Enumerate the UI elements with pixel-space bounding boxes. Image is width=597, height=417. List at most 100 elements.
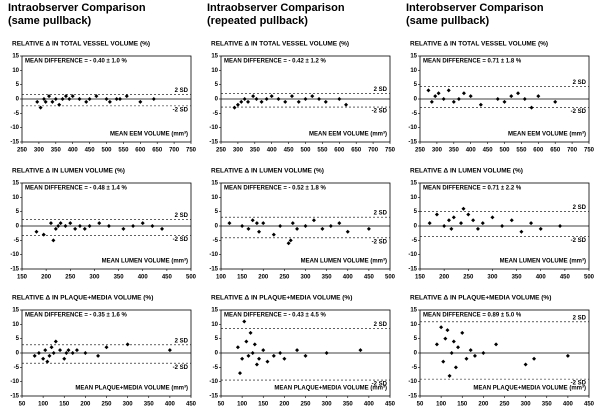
point xyxy=(58,348,63,353)
x-axis-label: MEAN EEM VOLUME (mm³) xyxy=(309,131,387,138)
x-axis-label: MEAN PLAQUE+MEDIA VOLUME (mm³) xyxy=(274,385,387,392)
point xyxy=(310,94,315,99)
point xyxy=(58,221,63,226)
x-tick-label: 600 xyxy=(334,148,345,154)
point xyxy=(43,348,48,353)
y-tick-label: -5 xyxy=(412,111,418,117)
x-tick-label: 50 xyxy=(417,402,424,408)
y-tick-label: 0 xyxy=(215,97,219,103)
x-tick-label: 300 xyxy=(34,148,45,154)
x-tick-label: 300 xyxy=(487,275,498,281)
point xyxy=(522,97,527,101)
x-tick-label: 200 xyxy=(478,402,489,408)
panel-title: RELATIVE Δ IN LUMEN VOLUME (%) xyxy=(211,168,324,175)
point xyxy=(43,99,48,104)
point xyxy=(344,102,349,107)
y-tick-label: 15 xyxy=(410,181,417,187)
x-tick-label: 300 xyxy=(123,402,134,408)
point xyxy=(51,238,56,243)
point xyxy=(121,226,126,231)
y-tick-label: 15 xyxy=(12,181,19,187)
point xyxy=(500,224,505,228)
y-tick-label: 15 xyxy=(211,54,218,60)
x-tick-label: 300 xyxy=(233,148,244,154)
x-tick-label: 300 xyxy=(322,402,333,408)
point xyxy=(60,97,65,101)
x-tick-label: 650 xyxy=(152,148,163,154)
x-tick-label: 450 xyxy=(162,275,173,281)
x-tick-label: 150 xyxy=(17,275,28,281)
y-tick-label: -5 xyxy=(14,365,20,371)
point xyxy=(441,359,446,364)
x-tick-label: 500 xyxy=(186,275,197,281)
y-tick-label: 10 xyxy=(211,68,218,74)
y-tick-label: -15 xyxy=(10,267,19,273)
point xyxy=(244,339,249,344)
x-tick-label: 300 xyxy=(300,275,311,281)
point xyxy=(516,91,521,96)
x-tick-label: 550 xyxy=(317,148,328,154)
point xyxy=(289,94,294,99)
x-tick-label: 500 xyxy=(300,148,311,154)
x-tick-label: 400 xyxy=(68,148,79,154)
point xyxy=(64,351,69,355)
point xyxy=(271,353,276,358)
y-tick-label: 5 xyxy=(414,336,418,342)
point xyxy=(125,342,130,347)
point xyxy=(481,351,486,355)
point xyxy=(429,99,434,104)
annotation: MEAN DIFFERENCE = 0.71 ± 1.8 % xyxy=(423,59,522,65)
point xyxy=(36,351,41,355)
limit-label: 2 SD xyxy=(374,211,388,217)
y-tick-label: 0 xyxy=(16,224,20,230)
x-tick-label: 100 xyxy=(216,275,227,281)
point xyxy=(150,224,155,228)
x-tick-label: 700 xyxy=(169,148,180,154)
point xyxy=(323,99,328,104)
point xyxy=(240,224,245,228)
x-tick-label: 350 xyxy=(449,148,460,154)
point xyxy=(74,348,79,353)
y-tick-label: -15 xyxy=(408,394,417,400)
point xyxy=(303,224,308,228)
y-tick-label: 0 xyxy=(16,351,20,357)
x-tick-label: 250 xyxy=(65,275,76,281)
y-tick-label: 5 xyxy=(16,209,20,215)
point xyxy=(83,351,88,355)
limit-label: 2 SD xyxy=(573,315,587,321)
x-tick-label: 350 xyxy=(322,275,333,281)
point xyxy=(160,226,165,231)
x-tick-label: 450 xyxy=(85,148,96,154)
x-tick-label: 500 xyxy=(101,148,112,154)
point xyxy=(271,232,276,237)
point xyxy=(282,356,287,361)
point xyxy=(303,97,308,101)
point xyxy=(459,221,464,226)
point xyxy=(471,218,476,223)
limit-label: -2 SD xyxy=(173,237,189,243)
point xyxy=(529,105,534,110)
y-tick-label: -10 xyxy=(408,379,417,385)
x-tick-label: 250 xyxy=(17,148,28,154)
point xyxy=(269,94,274,99)
y-tick-label: 5 xyxy=(215,82,219,88)
limit-label: 2 SD xyxy=(175,338,189,344)
point xyxy=(460,330,465,335)
point xyxy=(324,351,329,355)
point xyxy=(290,221,295,226)
point xyxy=(232,105,237,110)
point xyxy=(235,345,240,350)
column-title: (same pullback) xyxy=(406,15,489,27)
point xyxy=(558,224,563,228)
point xyxy=(53,226,58,231)
point xyxy=(67,97,72,101)
point xyxy=(466,212,471,217)
column-title: (same pullback) xyxy=(8,15,91,27)
point xyxy=(278,224,283,228)
point xyxy=(538,226,543,231)
point xyxy=(366,226,371,231)
y-tick-label: 5 xyxy=(414,82,418,88)
point xyxy=(131,224,136,228)
limit-label: -2 SD xyxy=(372,109,388,115)
point xyxy=(434,212,439,217)
